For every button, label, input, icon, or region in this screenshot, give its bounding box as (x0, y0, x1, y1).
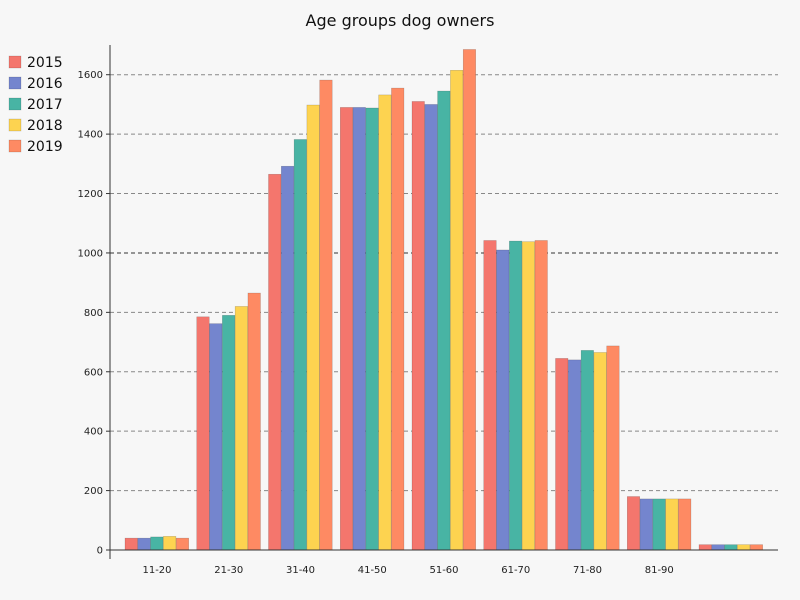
bar-2019-41-50 (391, 87, 405, 551)
grid-lines (110, 74, 778, 492)
bar-2018-21-30 (234, 306, 248, 551)
bar-2018-11-20 (163, 536, 177, 551)
bar-2015-71-80 (555, 358, 569, 551)
bar-2016-51-60 (424, 104, 438, 551)
bar-2019-last (749, 544, 763, 551)
bar-2019-51-60 (462, 49, 476, 551)
bar-2018-41-50 (378, 94, 392, 551)
bar-2019-21-30 (247, 292, 261, 551)
bar-2017-41-50 (365, 107, 379, 551)
x-tick-label: 31-40 (286, 565, 315, 576)
x-tick-label: 41-50 (358, 565, 387, 576)
x-tick-label: 51-60 (429, 565, 458, 576)
x-axis-ticks: 11-20 21-30 31-40 41-50 51-60 61-70 71-80 81-90 (142, 565, 673, 576)
bar-2015-31-40 (268, 173, 282, 551)
bar-2015-21-30 (196, 316, 210, 551)
bar-2018-last (737, 544, 751, 551)
bar-2015-61-70 (483, 240, 497, 551)
bar-2019-81-90 (678, 498, 692, 551)
bar-2017-11-20 (150, 536, 164, 551)
bar-2018-71-80 (593, 352, 607, 551)
y-tick-label: 800 (84, 308, 103, 319)
bar-2015-last (698, 544, 712, 551)
legend-label-2018: 2018 (27, 118, 63, 134)
bar-2016-71-80 (568, 359, 582, 551)
bar-2016-61-70 (496, 249, 510, 551)
bar-2018-51-60 (450, 70, 464, 551)
y-tick-label: 1600 (78, 70, 103, 81)
y-tick-label: 400 (84, 427, 103, 438)
legend-swatch-2017 (8, 97, 22, 111)
chart-title: Age groups dog owners (306, 11, 495, 30)
bar-2015-11-20 (124, 537, 138, 551)
legend-label-2016: 2016 (27, 76, 63, 92)
bar-2019-71-80 (606, 345, 620, 551)
y-tick-label: 1400 (78, 130, 103, 141)
axes (109, 45, 778, 559)
legend-label-2015: 2015 (27, 55, 63, 71)
bars (124, 49, 763, 551)
bar-2017-71-80 (580, 350, 594, 551)
x-tick-label: 11-20 (142, 565, 171, 576)
y-tick-label: 0 (97, 546, 103, 557)
x-tick-label: 61-70 (501, 565, 530, 576)
y-tick-label: 1000 (78, 248, 103, 259)
bar-2016-81-90 (639, 498, 653, 551)
bar-2016-last (711, 544, 725, 551)
legend-swatch-2016 (8, 76, 22, 90)
legend-label-2019: 2019 (27, 139, 63, 155)
y-tick-label: 200 (84, 486, 103, 497)
legend-swatch-2018 (8, 118, 22, 132)
bar-2015-41-50 (340, 107, 353, 551)
bar-2018-31-40 (306, 104, 320, 551)
legend-swatch-2019 (8, 139, 22, 153)
bar-2015-51-60 (411, 101, 425, 551)
bar-2017-51-60 (437, 90, 451, 551)
y-tick-label: 1200 (78, 189, 103, 200)
y-axis-ticks: 0 200 400 600 800 1000 1200 1400 1600 (78, 70, 110, 557)
bar-2015-81-90 (627, 496, 640, 551)
bar-2016-11-20 (137, 537, 151, 551)
bar-2017-21-30 (222, 315, 236, 551)
bar-2019-11-20 (175, 537, 189, 551)
bar-2017-31-40 (293, 139, 307, 551)
bar-2019-61-70 (534, 240, 548, 551)
bar-2016-41-50 (352, 107, 366, 551)
bar-2017-last (724, 544, 738, 551)
bar-2017-81-90 (652, 498, 666, 551)
legend: 2015 2016 2017 2018 2019 (8, 55, 63, 155)
legend-label-2017: 2017 (27, 97, 63, 113)
bar-2018-81-90 (665, 498, 679, 551)
legend-swatch-2015 (8, 55, 22, 69)
x-tick-label: 81-90 (645, 565, 674, 576)
bar-2016-31-40 (281, 165, 295, 551)
bar-2016-21-30 (209, 323, 223, 551)
x-tick-label: 21-30 (214, 565, 243, 576)
bar-2017-61-70 (509, 240, 523, 551)
y-tick-label: 600 (84, 367, 103, 378)
x-tick-label: 71-80 (573, 565, 602, 576)
bar-2018-61-70 (521, 241, 535, 551)
bar-2019-31-40 (319, 79, 333, 551)
